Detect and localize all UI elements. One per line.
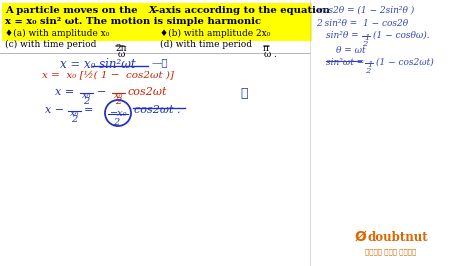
Text: 2: 2	[83, 97, 89, 106]
Text: (1 − cosθω).: (1 − cosθω).	[373, 31, 429, 40]
Text: A particle moves on the: A particle moves on the	[5, 6, 141, 15]
Text: x = x₀ sin²ωt: x = x₀ sin²ωt	[60, 58, 136, 71]
Text: 2: 2	[113, 118, 119, 127]
Text: ω: ω	[118, 50, 126, 59]
Text: x =: x =	[55, 87, 74, 97]
Text: (d) with time period: (d) with time period	[160, 40, 252, 49]
Text: (1 − cos2ωt): (1 − cos2ωt)	[376, 58, 434, 67]
Text: sin²ωt =: sin²ωt =	[326, 58, 364, 67]
Text: =: =	[84, 105, 93, 115]
Text: sin²θ =: sin²θ =	[326, 31, 359, 40]
Text: Ø: Ø	[355, 230, 367, 244]
Text: 2: 2	[362, 40, 367, 48]
Text: जाना हुआ आसान: जाना हुआ आसान	[365, 248, 416, 255]
Text: π: π	[263, 44, 269, 53]
Text: ♦(a) with amplitude x₀: ♦(a) with amplitude x₀	[5, 29, 109, 38]
Text: 2π: 2π	[115, 44, 127, 53]
Text: 1: 1	[364, 34, 369, 42]
Text: x₀: x₀	[70, 109, 79, 118]
Text: 1: 1	[367, 61, 373, 69]
Text: 2: 2	[71, 115, 77, 124]
Text: cos2ωt: cos2ωt	[128, 87, 167, 97]
Text: x₀: x₀	[82, 91, 91, 100]
Text: 2 sin²θ =  1 − cos2θ: 2 sin²θ = 1 − cos2θ	[316, 19, 408, 28]
Bar	[2, 3, 312, 41]
Text: 2: 2	[365, 67, 370, 75]
Text: —①: —①	[152, 58, 169, 67]
Text: -axis according to the equation: -axis according to the equation	[155, 6, 330, 15]
Text: ♦(b) with amplitude 2x₀: ♦(b) with amplitude 2x₀	[160, 29, 270, 38]
Text: Ⓑ: Ⓑ	[240, 87, 247, 100]
Text: (c) with time period: (c) with time period	[5, 40, 96, 49]
Text: x =  x₀ [½( 1 −  cos2ωt )]: x = x₀ [½( 1 − cos2ωt )]	[42, 71, 174, 80]
Text: x = x₀ sin² ωt. The motion is simple harmonic: x = x₀ sin² ωt. The motion is simple har…	[5, 17, 261, 26]
Text: cos2ωt .: cos2ωt .	[134, 105, 181, 115]
Text: x₀: x₀	[114, 91, 123, 100]
Text: −x₀: −x₀	[110, 109, 128, 118]
Text: x −: x −	[45, 105, 64, 115]
Text: X: X	[149, 6, 157, 15]
Text: ω: ω	[264, 50, 272, 59]
Text: .: .	[273, 50, 276, 59]
Text: θ = ωt: θ = ωt	[336, 46, 365, 55]
Text: −: −	[97, 87, 106, 97]
Text: 2: 2	[115, 97, 121, 106]
Text: doubtnut: doubtnut	[368, 231, 428, 244]
Text: cos2θ = (1 − 2sin²θ ): cos2θ = (1 − 2sin²θ )	[318, 6, 414, 15]
